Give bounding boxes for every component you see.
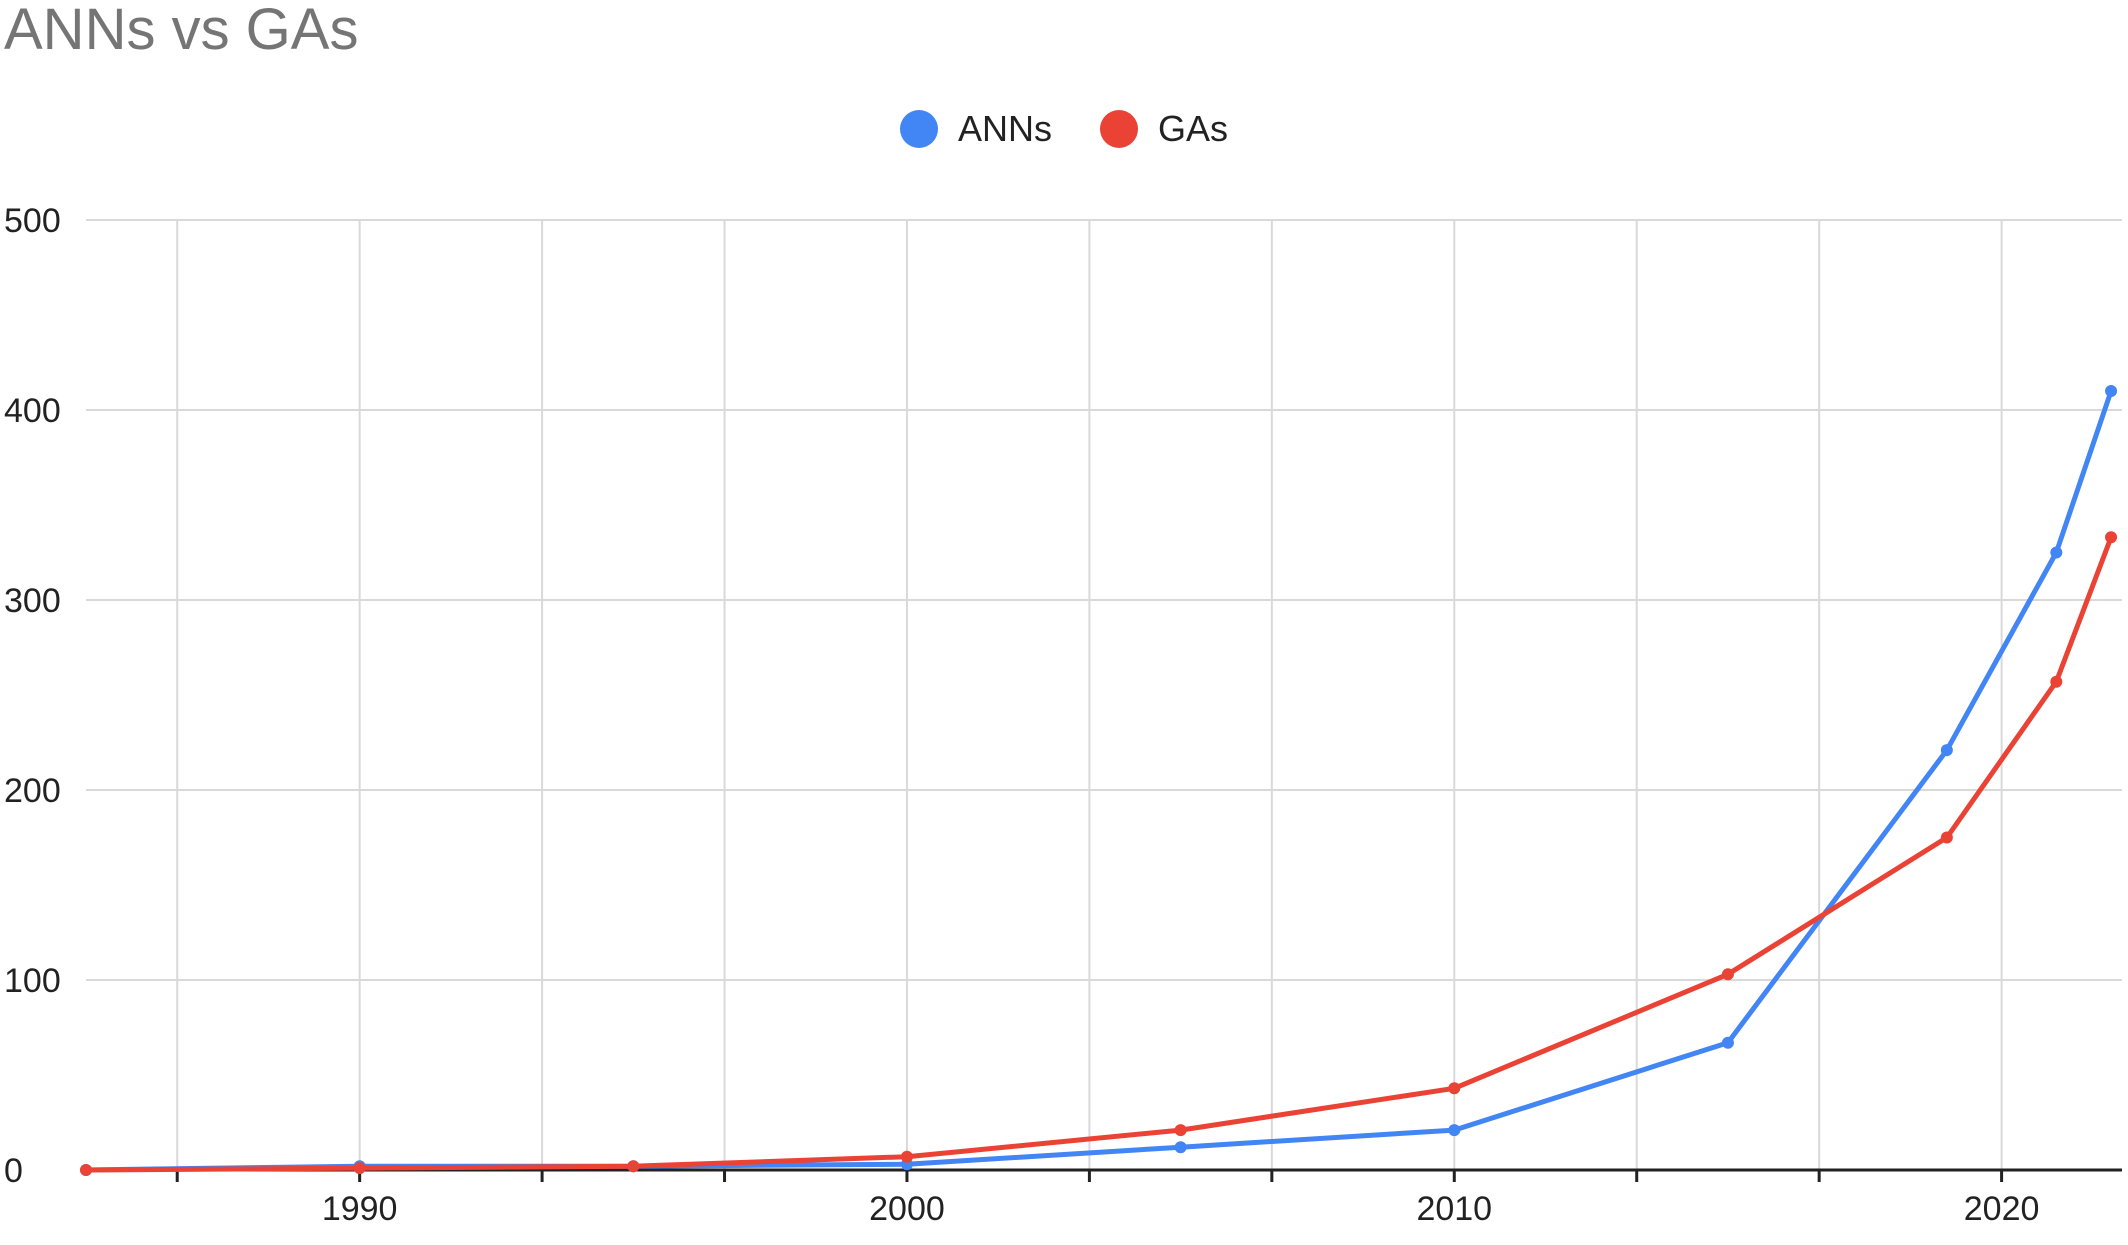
y-tick-label: 200	[4, 772, 61, 810]
series-line-gas	[85, 536, 2114, 1173]
y-tick-label: 100	[4, 962, 61, 1000]
x-tick-label: 2010	[1416, 1190, 1492, 1228]
data-point-anns	[1721, 1036, 1734, 1049]
legend-label-anns: ANNs	[957, 108, 1052, 149]
x-tick-label: 2000	[869, 1190, 945, 1228]
data-point-gas	[1940, 831, 1953, 844]
data-point-gas	[1448, 1082, 1461, 1095]
x-tick-label: 2020	[1964, 1190, 2040, 1228]
data-point-gas	[1174, 1124, 1187, 1137]
y-tick-label: 500	[4, 202, 61, 240]
series-line-anns	[85, 390, 2114, 1173]
legend-label-gas: GAs	[1158, 108, 1229, 149]
chart-title: ANNs vs GAs	[4, 0, 359, 62]
data-point-anns	[1174, 1141, 1187, 1154]
legend: ANNs GAs	[0, 108, 2128, 150]
data-point-gas	[2050, 675, 2063, 688]
y-tick-label: 0	[4, 1152, 23, 1190]
data-point-gas	[627, 1160, 640, 1173]
data-point-anns	[2105, 385, 2118, 397]
y-tick-label: 400	[4, 392, 61, 430]
legend-swatch-anns	[899, 110, 938, 148]
y-tick-label: 300	[4, 582, 61, 620]
legend-item-gas[interactable]: GAs	[1100, 108, 1228, 150]
data-point-anns	[1940, 744, 1953, 757]
data-point-anns	[2050, 546, 2063, 559]
x-tick-label: 1990	[322, 1190, 398, 1228]
data-point-gas	[2105, 531, 2118, 544]
data-point-anns	[1448, 1124, 1461, 1137]
data-point-gas	[1721, 968, 1734, 981]
legend-item-anns[interactable]: ANNs	[899, 108, 1052, 150]
data-point-gas	[900, 1150, 913, 1163]
data-point-gas	[80, 1164, 92, 1176]
data-point-gas	[353, 1162, 366, 1175]
legend-swatch-gas	[1100, 110, 1138, 148]
